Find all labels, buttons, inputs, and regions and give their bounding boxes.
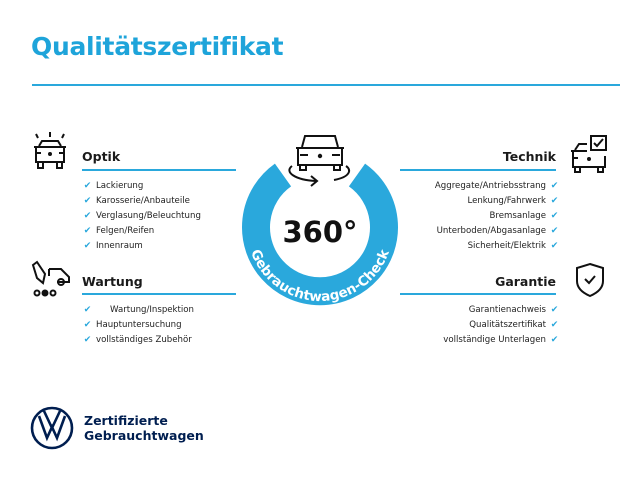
page-title: Qualitätszertifikat bbox=[31, 32, 284, 61]
list-item: ✔ vollständiges Zubehör bbox=[82, 333, 194, 348]
optik-divider bbox=[82, 169, 236, 171]
list-item: ✔ Hauptuntersuchung bbox=[82, 318, 194, 333]
technik-heading: Technik bbox=[502, 149, 556, 164]
brand-line1: Zertifizierte bbox=[84, 413, 168, 428]
ring-text-char: h bbox=[292, 285, 306, 303]
check-icon: ✔ bbox=[550, 196, 559, 206]
check-icon: ✔ bbox=[83, 335, 92, 345]
list-item: ✔ Verglasung/Beleuchtung bbox=[82, 209, 201, 224]
list-item: Lenkung/Fahrwerk ✔ bbox=[435, 194, 560, 209]
service-truck-icon bbox=[31, 260, 70, 297]
check-icon: ✔ bbox=[550, 226, 559, 236]
ring-text-char: a bbox=[321, 288, 331, 305]
list-item: ✔ Karosserie/Anbauteile bbox=[82, 194, 201, 209]
brand-text: Zertifizierte Gebrauchtwagen bbox=[84, 413, 204, 443]
technik-list: Aggregate/Antriebsstrang ✔ Lenkung/Fahrwe… bbox=[435, 179, 560, 254]
shield-check-icon bbox=[576, 262, 604, 298]
garantie-heading: Garantie bbox=[495, 274, 556, 289]
check-icon: ✔ bbox=[83, 181, 92, 191]
check-icon: ✔ bbox=[550, 320, 559, 330]
garantie-list: Garantienachweis ✔ Qualitätszertifikat ✔ v… bbox=[443, 303, 560, 348]
car-checkbox-icon bbox=[571, 135, 607, 173]
check-icon: ✔ bbox=[83, 305, 92, 315]
check-icon: ✔ bbox=[83, 320, 92, 330]
list-item: Aggregate/Antriebsstrang ✔ bbox=[435, 179, 560, 194]
list-item: Garantienachweis ✔ bbox=[443, 303, 560, 318]
brand-line2: Gebrauchtwagen bbox=[84, 428, 204, 443]
ring-text-char: g bbox=[328, 287, 341, 305]
list-item: Bremsanlage ✔ bbox=[435, 209, 560, 224]
check-icon: ✔ bbox=[550, 305, 559, 315]
check-icon: ✔ bbox=[83, 211, 92, 221]
list-item: Sicherheit/Elektrik ✔ bbox=[435, 239, 560, 254]
check-icon: ✔ bbox=[550, 241, 559, 251]
list-item: ✔ Lackierung bbox=[82, 179, 201, 194]
car-rotate-icon bbox=[288, 135, 351, 187]
optik-heading: Optik bbox=[82, 149, 121, 164]
ring-text-char: t bbox=[302, 287, 312, 304]
vw-logo bbox=[30, 406, 74, 450]
optik-list: ✔ Lackierung ✔ Karosserie/Anbauteile ✔ Verg… bbox=[82, 179, 201, 254]
car-lights-icon bbox=[34, 132, 66, 169]
list-item: Unterboden/Abgasanlage ✔ bbox=[435, 224, 560, 239]
check-icon: ✔ bbox=[83, 241, 92, 251]
garantie-divider bbox=[400, 293, 556, 295]
list-item: vollständige Unterlagen ✔ bbox=[443, 333, 560, 348]
ring-text-char: w bbox=[309, 288, 322, 305]
check-icon: ✔ bbox=[550, 211, 559, 221]
check-icon: ✔ bbox=[550, 181, 559, 191]
title-divider bbox=[32, 84, 620, 86]
wartung-heading: Wartung bbox=[82, 274, 143, 289]
degree-label: 360° bbox=[282, 215, 357, 249]
wartung-divider bbox=[82, 293, 236, 295]
list-item: ✔ Wartung/Inspektion bbox=[82, 303, 194, 318]
check-icon: ✔ bbox=[83, 196, 92, 206]
technik-divider bbox=[400, 169, 556, 171]
list-item: ✔ Felgen/Reifen bbox=[82, 224, 201, 239]
wartung-list: ✔ Wartung/Inspektion ✔ Hauptuntersuchung ✔… bbox=[82, 303, 194, 348]
list-item: Qualitätszertifikat ✔ bbox=[443, 318, 560, 333]
check-icon: ✔ bbox=[550, 335, 559, 345]
list-item: ✔ Innenraum bbox=[82, 239, 201, 254]
check-icon: ✔ bbox=[83, 226, 92, 236]
ring-arc bbox=[242, 163, 398, 306]
